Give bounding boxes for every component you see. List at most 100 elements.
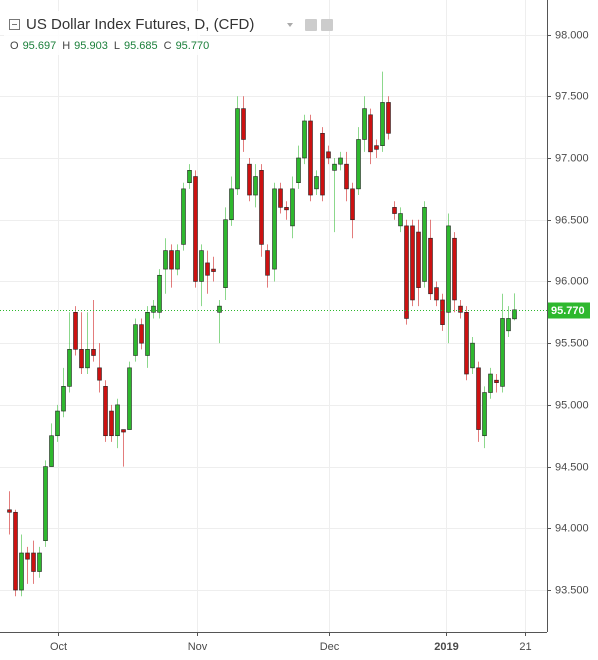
ohlc-value: 95.770 [176, 40, 210, 52]
x-tick-label: 2019 [434, 641, 458, 653]
candle-body [488, 373, 493, 393]
candle-body [67, 349, 72, 387]
candle-body [446, 225, 451, 313]
y-tick-label: 93.500 [555, 584, 589, 596]
candle-body [314, 176, 319, 190]
y-tick-label: 96.000 [555, 275, 589, 287]
candle-body [97, 367, 102, 381]
candle-body [235, 108, 240, 190]
candle-body [109, 410, 114, 437]
candle-body [31, 552, 36, 572]
candle-body [25, 552, 30, 560]
dropdown-arrow[interactable] [287, 23, 293, 27]
candle-body [85, 349, 90, 369]
eye-icon[interactable] [305, 19, 317, 31]
y-tick-label: 94.000 [555, 522, 589, 534]
y-tick-label: 97.000 [555, 152, 589, 164]
candle-body [163, 250, 168, 270]
candles [7, 71, 517, 597]
y-tick-label: 98.000 [555, 29, 589, 41]
y-tick-label: 95.000 [555, 399, 589, 411]
candle-body [458, 305, 463, 313]
candle-body [217, 305, 222, 313]
ohlc-value: 95.903 [74, 40, 108, 52]
candle-body [49, 435, 54, 467]
candle-body [175, 250, 180, 270]
candle-body [211, 268, 216, 272]
candle-body [512, 309, 517, 320]
y-tick-label: 95.500 [555, 337, 589, 349]
candle-body [241, 108, 246, 140]
candle-body [247, 163, 252, 196]
grid [0, 0, 547, 632]
x-tick-label: 21 [519, 641, 531, 653]
last-price-box [548, 302, 590, 319]
candle-body [308, 120, 313, 196]
legend-background [4, 11, 200, 55]
ohlc-key: L [114, 40, 120, 52]
candle-body [410, 225, 415, 301]
candle-body [290, 188, 295, 227]
candle-body [61, 386, 66, 412]
candle-body [464, 311, 469, 375]
candle-body [494, 379, 499, 383]
candle-body [103, 386, 108, 437]
candle-body [404, 225, 409, 319]
candle-body [229, 188, 234, 221]
candle-body [434, 287, 439, 301]
candle-body [344, 163, 349, 190]
candle-body [284, 207, 289, 211]
candle-body [37, 552, 42, 572]
ohlc-value: 95.685 [124, 40, 158, 52]
candle-body [398, 213, 403, 227]
candle-body [452, 237, 457, 301]
candle-body [332, 163, 337, 171]
x-tick-label: Nov [188, 641, 208, 653]
candle-body [500, 318, 505, 387]
candle-body [326, 151, 331, 159]
candle-body [133, 324, 138, 356]
candle-body [440, 299, 445, 325]
y-tick-label: 96.500 [555, 214, 589, 226]
candle-body [79, 349, 84, 369]
candle-body [356, 139, 361, 190]
candle-body [115, 404, 120, 437]
candle-body [470, 342, 475, 369]
candle-body [374, 145, 379, 150]
settings-icon[interactable] [321, 19, 333, 31]
collapse-icon[interactable] [9, 19, 20, 30]
y-tick-label: 97.500 [555, 90, 589, 102]
candle-body [416, 231, 421, 288]
y-tick-label: 94.500 [555, 461, 589, 473]
candle-body [272, 188, 277, 270]
candle-body [7, 509, 12, 513]
candle-body [187, 170, 192, 183]
x-tick-label: Oct [50, 641, 67, 653]
candle-body [506, 318, 511, 332]
candle-body [428, 237, 433, 295]
ohlc-key: C [164, 40, 172, 52]
candle-body [43, 466, 48, 541]
ohlc-value: 95.697 [23, 40, 57, 52]
candle-body [392, 207, 397, 214]
candle-body [476, 367, 481, 430]
candle-body [296, 157, 301, 183]
candle-body [350, 188, 355, 221]
candle-body [91, 349, 96, 356]
last-price-label: 95.770 [551, 305, 585, 317]
candle-body [151, 305, 156, 313]
candle-body [199, 250, 204, 282]
candle-body [223, 219, 228, 288]
candle-body [265, 250, 270, 276]
candle-body [482, 392, 487, 437]
candle-body [127, 367, 132, 430]
candle-body [253, 176, 258, 196]
candle-body [362, 108, 367, 140]
candle-body [422, 207, 427, 282]
candle-body [169, 250, 174, 270]
candle-body [145, 311, 150, 356]
x-tick-label: Dec [320, 641, 340, 653]
candle-body [320, 133, 325, 196]
